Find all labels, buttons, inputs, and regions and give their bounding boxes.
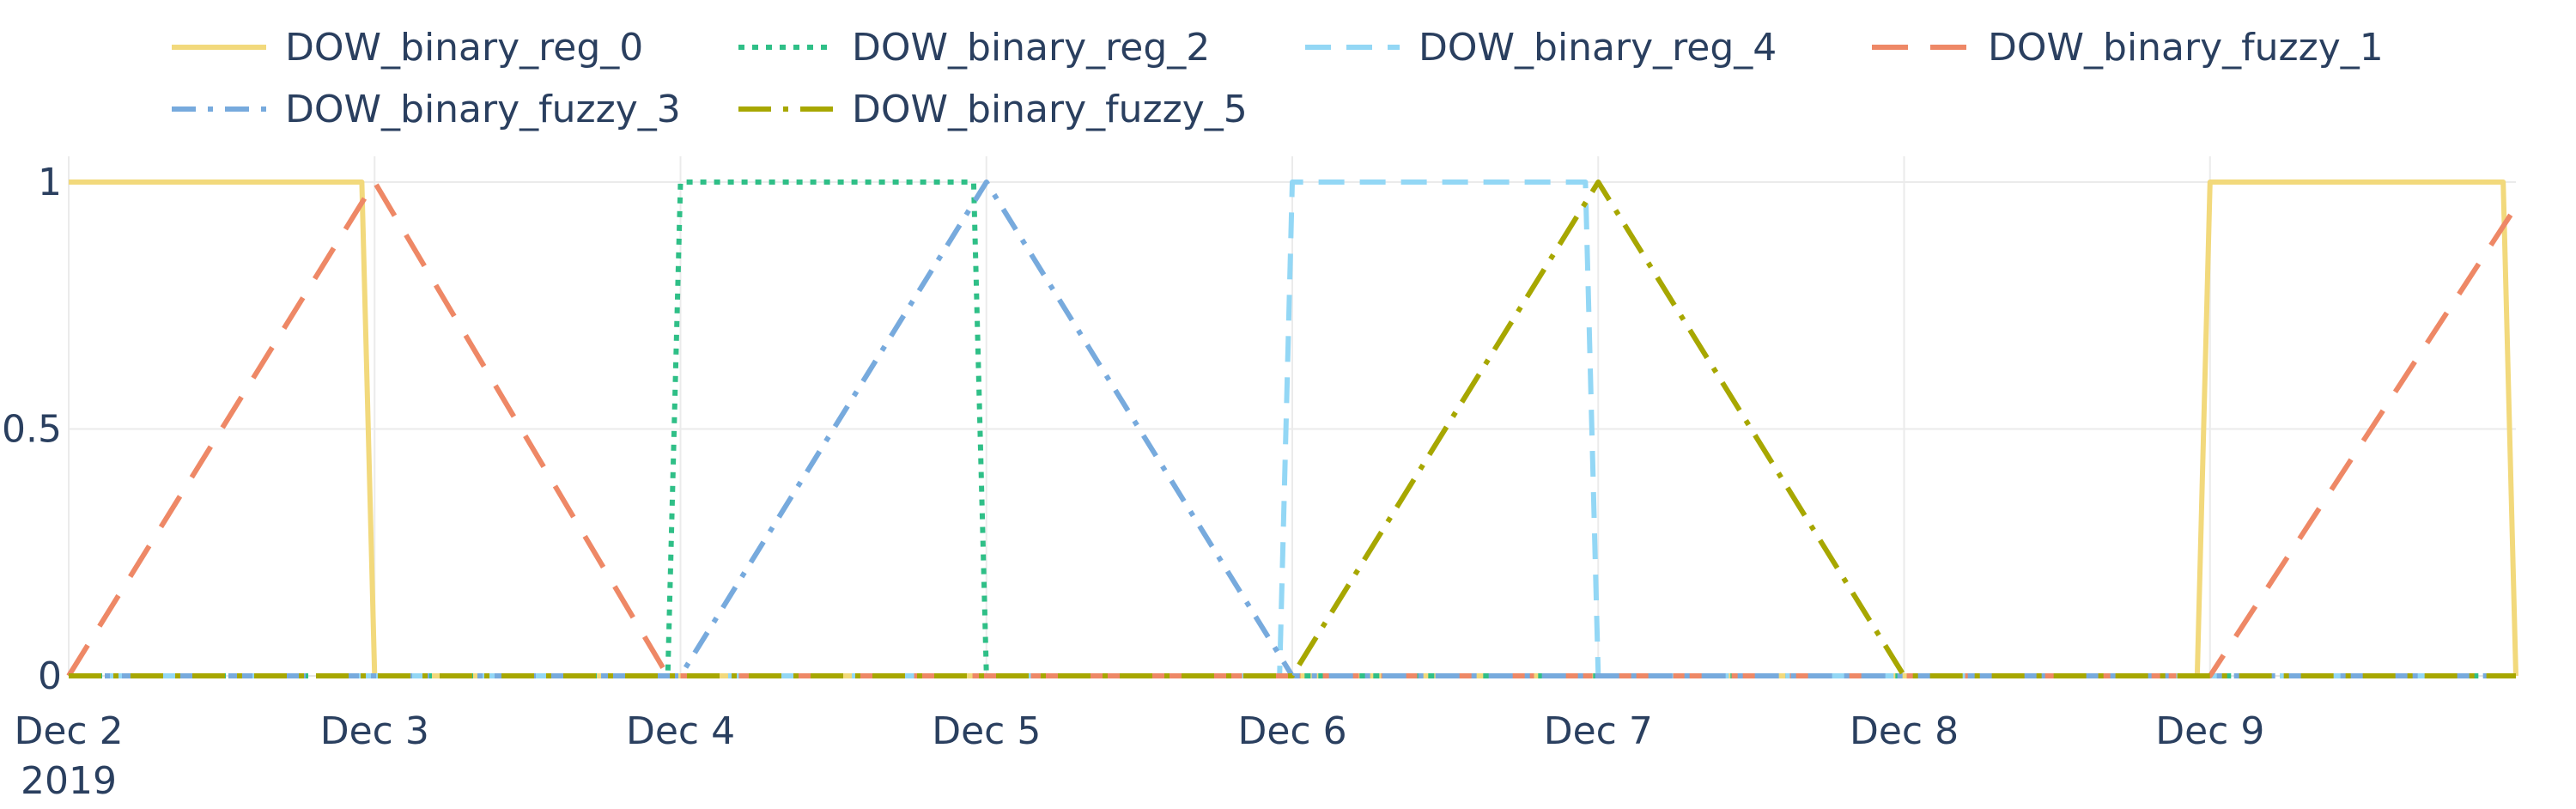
y-tick-label: 1 <box>38 161 62 204</box>
y-tick-label: 0 <box>38 654 62 698</box>
legend-label: DOW_binary_fuzzy_3 <box>285 88 681 131</box>
axis-labels: Dec 2 2019 Dec 3 Dec 4 Dec 5 Dec 6 Dec 7 Dec 8 D… <box>2 161 2264 803</box>
series-line-dow-binary-fuzzy-1[interactable] <box>66 179 2518 678</box>
x-tick-label: Dec 9 <box>2155 709 2264 753</box>
series-line-dow-binary-fuzzy-3[interactable] <box>69 179 2516 678</box>
x-tick-label: Dec 2 <box>14 709 123 753</box>
legend-item[interactable]: DOW_binary_fuzzy_3 <box>172 88 681 131</box>
legend-label: DOW_binary_fuzzy_5 <box>852 88 1248 131</box>
x-tick-label: Dec 6 <box>1237 709 1346 753</box>
x-tick-label: Dec 8 <box>1850 709 1959 753</box>
legend-item[interactable]: DOW_binary_reg_4 <box>1305 26 1777 70</box>
legend-label: DOW_binary_fuzzy_1 <box>1988 26 2384 70</box>
series-lines <box>66 179 2518 678</box>
y-tick-label: 0.5 <box>2 408 62 452</box>
legend-item[interactable]: DOW_binary_reg_0 <box>172 26 643 70</box>
x-tick-label: Dec 7 <box>1544 709 1653 753</box>
x-tick-label: Dec 4 <box>626 709 735 753</box>
x-tick-label: Dec 3 <box>320 709 429 753</box>
legend-item[interactable]: DOW_binary_fuzzy_5 <box>738 88 1248 131</box>
legend-item[interactable]: DOW_binary_fuzzy_1 <box>1872 26 2384 70</box>
x-tick-label: Dec 5 <box>932 709 1041 753</box>
legend-label: DOW_binary_reg_4 <box>1419 26 1777 70</box>
legend[interactable]: DOW_binary_reg_0 DOW_binary_reg_2 DOW_bina… <box>172 26 2384 131</box>
x-tick-sublabel: 2019 <box>21 759 117 803</box>
series-line-dow-binary-fuzzy-5[interactable] <box>69 179 2516 678</box>
legend-item[interactable]: DOW_binary_reg_2 <box>738 26 1210 70</box>
legend-label: DOW_binary_reg_2 <box>852 26 1210 70</box>
legend-label: DOW_binary_reg_0 <box>285 26 643 70</box>
